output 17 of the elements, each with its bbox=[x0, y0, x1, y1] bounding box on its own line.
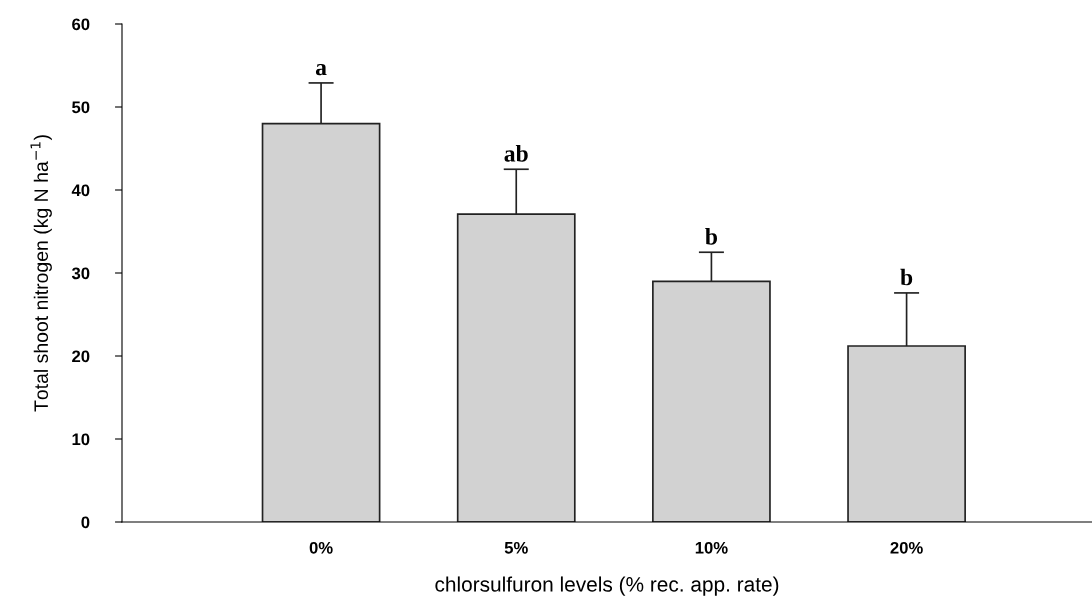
y-axis-title: Total shoot nitrogen (kg N ha$^{−1}$) bbox=[30, 135, 52, 412]
y-tick-label: 30 bbox=[71, 267, 90, 280]
x-tick-label: 5% bbox=[504, 541, 528, 554]
x-tick-label: 10% bbox=[695, 541, 728, 554]
y-tick-label: 50 bbox=[72, 101, 90, 114]
y-tick-label: 10 bbox=[72, 433, 90, 446]
x-tick-label: 20% bbox=[890, 541, 923, 554]
y-tick-label: 20 bbox=[72, 350, 90, 363]
annotation: a bbox=[315, 64, 327, 76]
annotation: b bbox=[705, 228, 718, 245]
x-axis-title: chlorsulfuron levels (% rec. app. rate) bbox=[435, 576, 779, 596]
x-tick-label: 0% bbox=[309, 541, 333, 554]
y-tick-label: 0 bbox=[81, 516, 90, 529]
y-tick-label: 40 bbox=[71, 184, 90, 197]
y-tick-label: 60 bbox=[72, 18, 90, 31]
annotation: b bbox=[900, 268, 913, 286]
annotation: ab bbox=[504, 145, 528, 162]
